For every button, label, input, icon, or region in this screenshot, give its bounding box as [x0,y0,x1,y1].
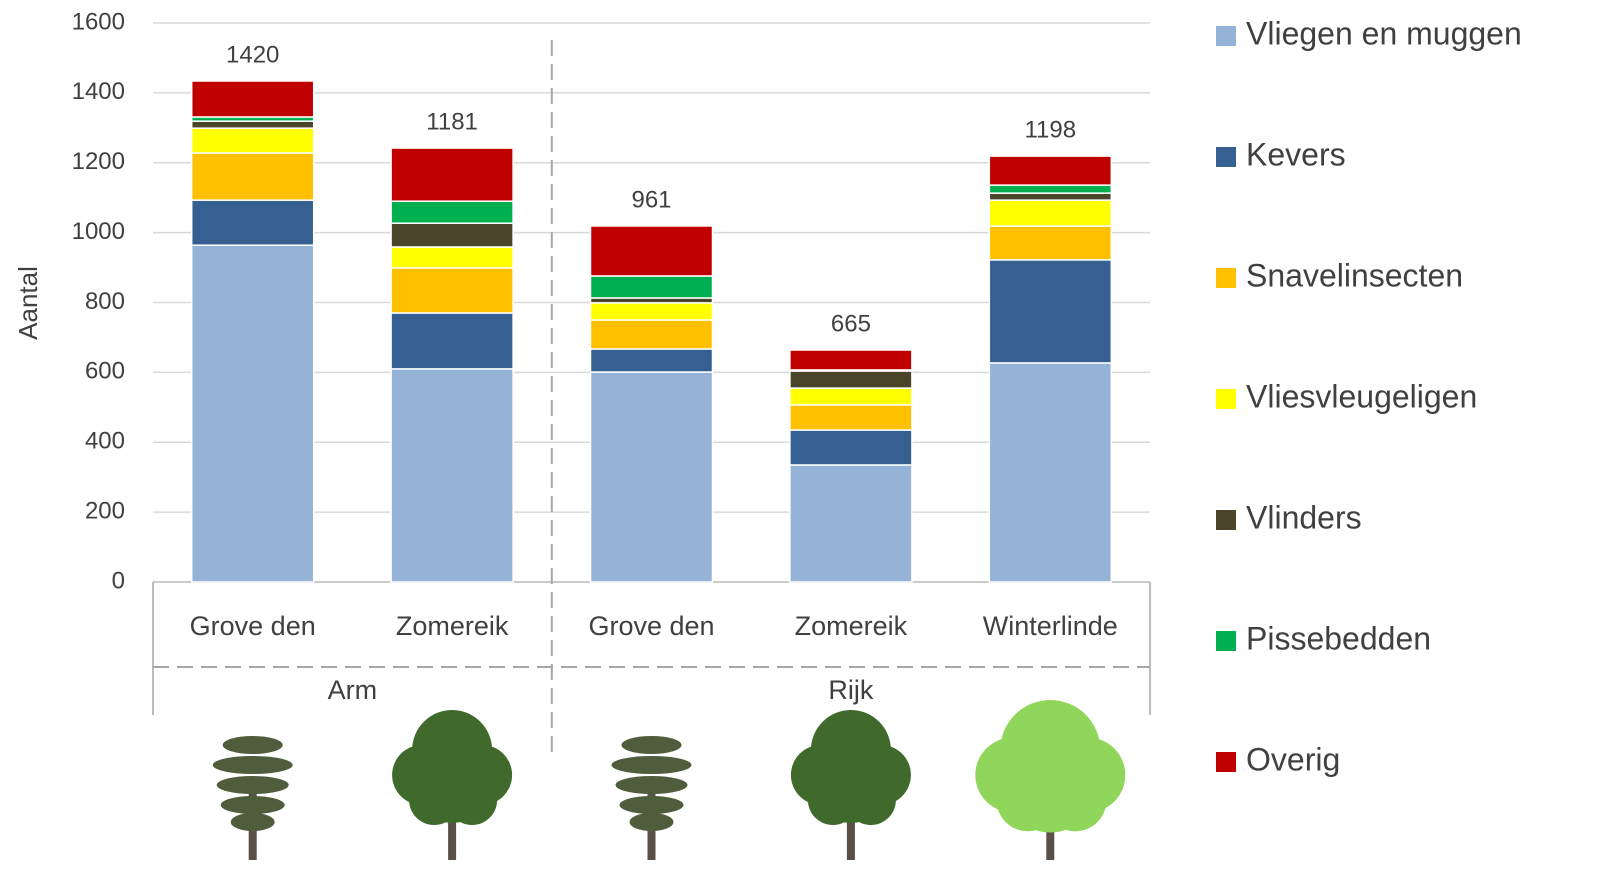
bar-segment [988,225,1113,261]
tree-crown [619,796,684,814]
y-tick-label: 0 [112,567,125,594]
bar-segment [589,371,714,583]
bar-segment [988,259,1113,364]
bar-segment [390,147,514,202]
tree-crown [996,768,1060,832]
bar-segment [589,275,714,299]
x-tick-label: Zomereik [396,611,509,641]
tree-crown [212,756,293,774]
total-label: 1198 [1024,116,1076,143]
tree-crown [615,776,688,794]
group-label: Arm [328,675,378,705]
bar-segment [789,464,913,583]
bar-segment [988,184,1113,194]
tree-icon [790,710,911,860]
legend-label: Vlinders [1246,499,1362,535]
x-tick-label: Grove den [190,611,316,641]
legend-swatch [1216,510,1236,530]
tree-crown [222,736,283,754]
legend-label: Kevers [1246,136,1346,172]
tree-crown [629,813,674,831]
y-tick-label: 1400 [72,78,125,105]
bar-segment [190,244,315,583]
legend-swatch [1216,389,1236,409]
bar-segment [789,404,913,431]
bar-segment [789,387,913,406]
bar-segment [390,368,514,583]
bar-segment [390,267,514,314]
total-label: 1420 [226,41,279,68]
tree-icon [212,736,293,860]
legend-label: Snavelinsecten [1246,257,1463,293]
tree-icon [611,736,692,860]
bar-segment [390,246,514,269]
bar-segment [789,370,913,389]
bar-segment [390,200,514,224]
tree-trunk [448,790,457,860]
tree-trunk [846,790,855,860]
y-tick-label: 1600 [72,8,125,35]
tree-crown [220,796,285,814]
bar-segment [589,302,714,321]
bar-segment [988,199,1113,227]
legend-swatch [1216,631,1236,651]
tree-crown [807,775,858,825]
legend-swatch [1216,752,1236,772]
tree-crown [447,775,498,825]
bar-segment [988,192,1113,201]
total-label: 665 [831,310,871,337]
x-tick-label: Grove den [588,611,714,641]
bar-segment [190,127,315,154]
total-label: 961 [631,186,671,213]
legend-swatch [1216,268,1236,288]
bar-segment [190,199,315,246]
bar-segment [589,225,714,277]
tree-crown [611,756,692,774]
y-axis-label: Aantal [13,266,43,340]
x-tick-label: Winterlinde [983,611,1118,641]
total-label: 1181 [426,108,478,135]
tree-crown [230,813,275,831]
x-tick-label: Zomereik [795,611,908,641]
legend-label: Vliesvleugeligen [1246,378,1477,414]
tree-crown [216,776,289,794]
bar-segment [589,319,714,350]
tree-crown [621,736,682,754]
legend-label: Vliegen en muggen [1246,15,1522,51]
legend-swatch [1216,147,1236,167]
bar-segment [589,348,714,373]
y-tick-label: 600 [85,358,125,385]
tree-crown [409,775,460,825]
legend-swatch [1216,26,1236,46]
tree-icon [975,700,1126,860]
bar-segment [789,429,913,466]
y-tick-label: 800 [85,288,125,315]
bar-segment [390,312,514,370]
group-label: Rijk [828,675,873,705]
y-tick-label: 1000 [72,218,125,245]
bar-segment [190,80,315,118]
y-tick-label: 200 [85,497,125,524]
y-tick-label: 1200 [72,148,125,175]
bar-segment [789,349,913,371]
bar-segment [988,155,1113,186]
tree-crown [1044,768,1107,832]
bar-segment [190,152,315,201]
y-tick-label: 400 [85,428,125,455]
bar-segment [190,120,315,129]
legend-label: Pissebedden [1246,620,1431,656]
bar-segment [988,362,1113,583]
bar-segment [390,222,514,248]
tree-icon [392,710,513,860]
tree-crown [845,775,896,825]
legend-label: Overig [1246,741,1340,777]
